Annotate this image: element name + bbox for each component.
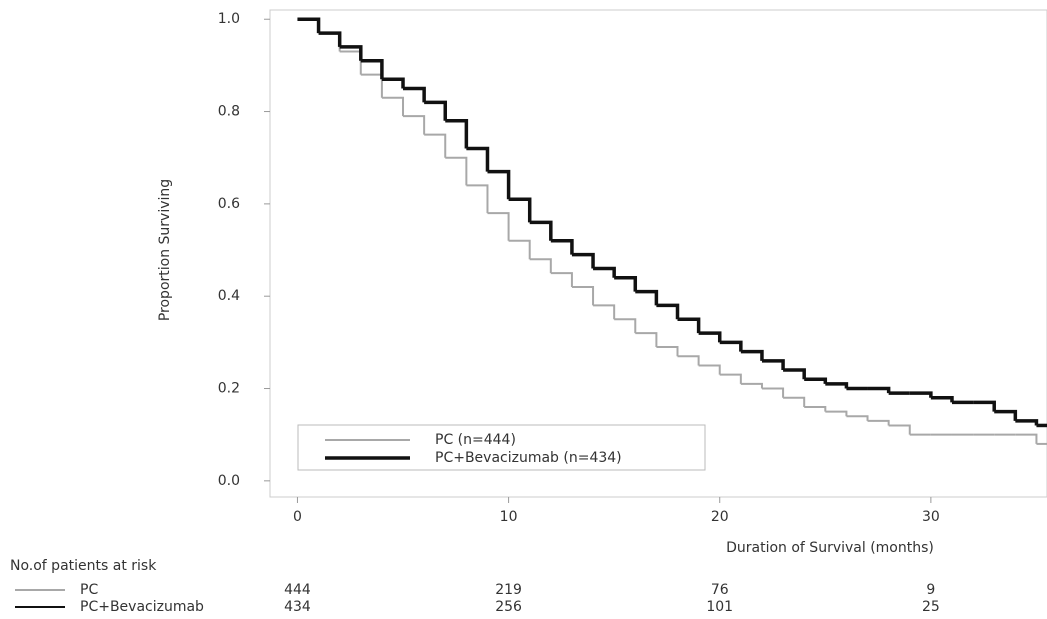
survival-step	[403, 115, 426, 135]
survival-step	[698, 364, 721, 375]
x-tick-label: 0	[293, 509, 302, 525]
survival-step	[297, 17, 321, 34]
plot-frame	[269, 9, 1047, 498]
survival-step	[550, 239, 574, 255]
survival-step	[1015, 433, 1038, 444]
x-tick-label: 20	[711, 509, 729, 525]
survival-step	[973, 400, 996, 412]
survival-step	[761, 359, 785, 371]
survival-step	[445, 119, 469, 149]
legend-box	[297, 424, 706, 471]
y-tick-label: 0.4	[218, 288, 240, 304]
survival-step	[698, 331, 722, 343]
risk-count: 219	[495, 582, 522, 598]
survival-step	[867, 386, 891, 394]
y-tick-label: 0.6	[218, 196, 240, 212]
survival-step	[614, 275, 638, 292]
x-tick-label: 10	[500, 509, 518, 525]
survival-step	[719, 373, 742, 384]
survival-step	[571, 285, 595, 306]
risk-row-label: PC	[80, 582, 98, 598]
risk-count: 434	[284, 599, 311, 615]
survival-step	[318, 32, 341, 52]
survival-step	[297, 18, 320, 34]
survival-step	[466, 184, 489, 214]
survival-step	[424, 100, 447, 121]
survival-step	[487, 212, 510, 241]
survival-step	[783, 368, 806, 380]
survival-step	[508, 197, 532, 223]
survival-step	[593, 266, 616, 278]
survival-step	[930, 396, 954, 403]
survival-step	[888, 424, 911, 435]
x-axis-label: Duration of Survival (months)	[726, 540, 934, 556]
survival-step	[529, 258, 552, 274]
survival-step	[318, 31, 342, 47]
y-tick-label: 0.8	[218, 104, 240, 120]
survival-step	[424, 133, 447, 158]
survival-step	[360, 73, 383, 98]
survival-step	[761, 387, 785, 398]
survival-step	[381, 96, 405, 117]
survival-step	[635, 332, 658, 347]
survival-step	[571, 252, 595, 269]
x-tick-label: 30	[922, 509, 940, 525]
risk-count: 25	[922, 599, 940, 615]
survival-step	[360, 59, 384, 80]
survival-step	[719, 340, 743, 352]
survival-step	[909, 391, 933, 398]
risk-row-label: PC+Bevacizumab	[80, 599, 204, 615]
survival-step	[825, 410, 848, 417]
survival-step	[614, 318, 637, 334]
survival-step	[994, 409, 1018, 421]
legend-label: PC (n=444)	[435, 432, 516, 448]
y-tick-label: 0.2	[218, 381, 240, 397]
survival-step	[677, 317, 701, 334]
risk-count: 9	[926, 582, 935, 598]
survival-step	[846, 415, 869, 421]
survival-step	[740, 382, 763, 389]
survival-step	[339, 45, 363, 61]
legend-label: PC+Bevacizumab (n=434)	[435, 450, 622, 466]
survival-step	[381, 77, 405, 89]
survival-step	[656, 345, 679, 357]
survival-step	[783, 396, 806, 407]
risk-count: 76	[711, 582, 729, 598]
y-tick-label: 0.0	[218, 473, 240, 489]
survival-step	[804, 377, 828, 384]
survival-step	[740, 349, 764, 361]
y-axis-label: Proportion Surviving	[157, 179, 173, 321]
survival-step	[508, 239, 531, 260]
survival-step	[339, 50, 362, 75]
survival-step	[656, 303, 680, 320]
y-tick-label: 1.0	[218, 11, 240, 27]
risk-count: 101	[706, 599, 733, 615]
survival-step	[1015, 419, 1039, 426]
survival-step	[550, 272, 573, 287]
survival-step	[466, 146, 490, 172]
survival-step	[403, 86, 426, 103]
survival-step	[445, 156, 468, 186]
risk-count: 256	[495, 599, 522, 615]
survival-step	[529, 220, 553, 241]
risk-title: No.of patients at risk	[10, 558, 157, 574]
survival-step	[487, 169, 511, 200]
survival-step	[825, 382, 849, 389]
survival-step	[804, 405, 827, 412]
survival-step	[593, 304, 616, 320]
survival-step	[677, 355, 700, 366]
survival-step	[867, 419, 890, 426]
survival-step	[635, 289, 659, 306]
risk-count: 444	[284, 582, 311, 598]
